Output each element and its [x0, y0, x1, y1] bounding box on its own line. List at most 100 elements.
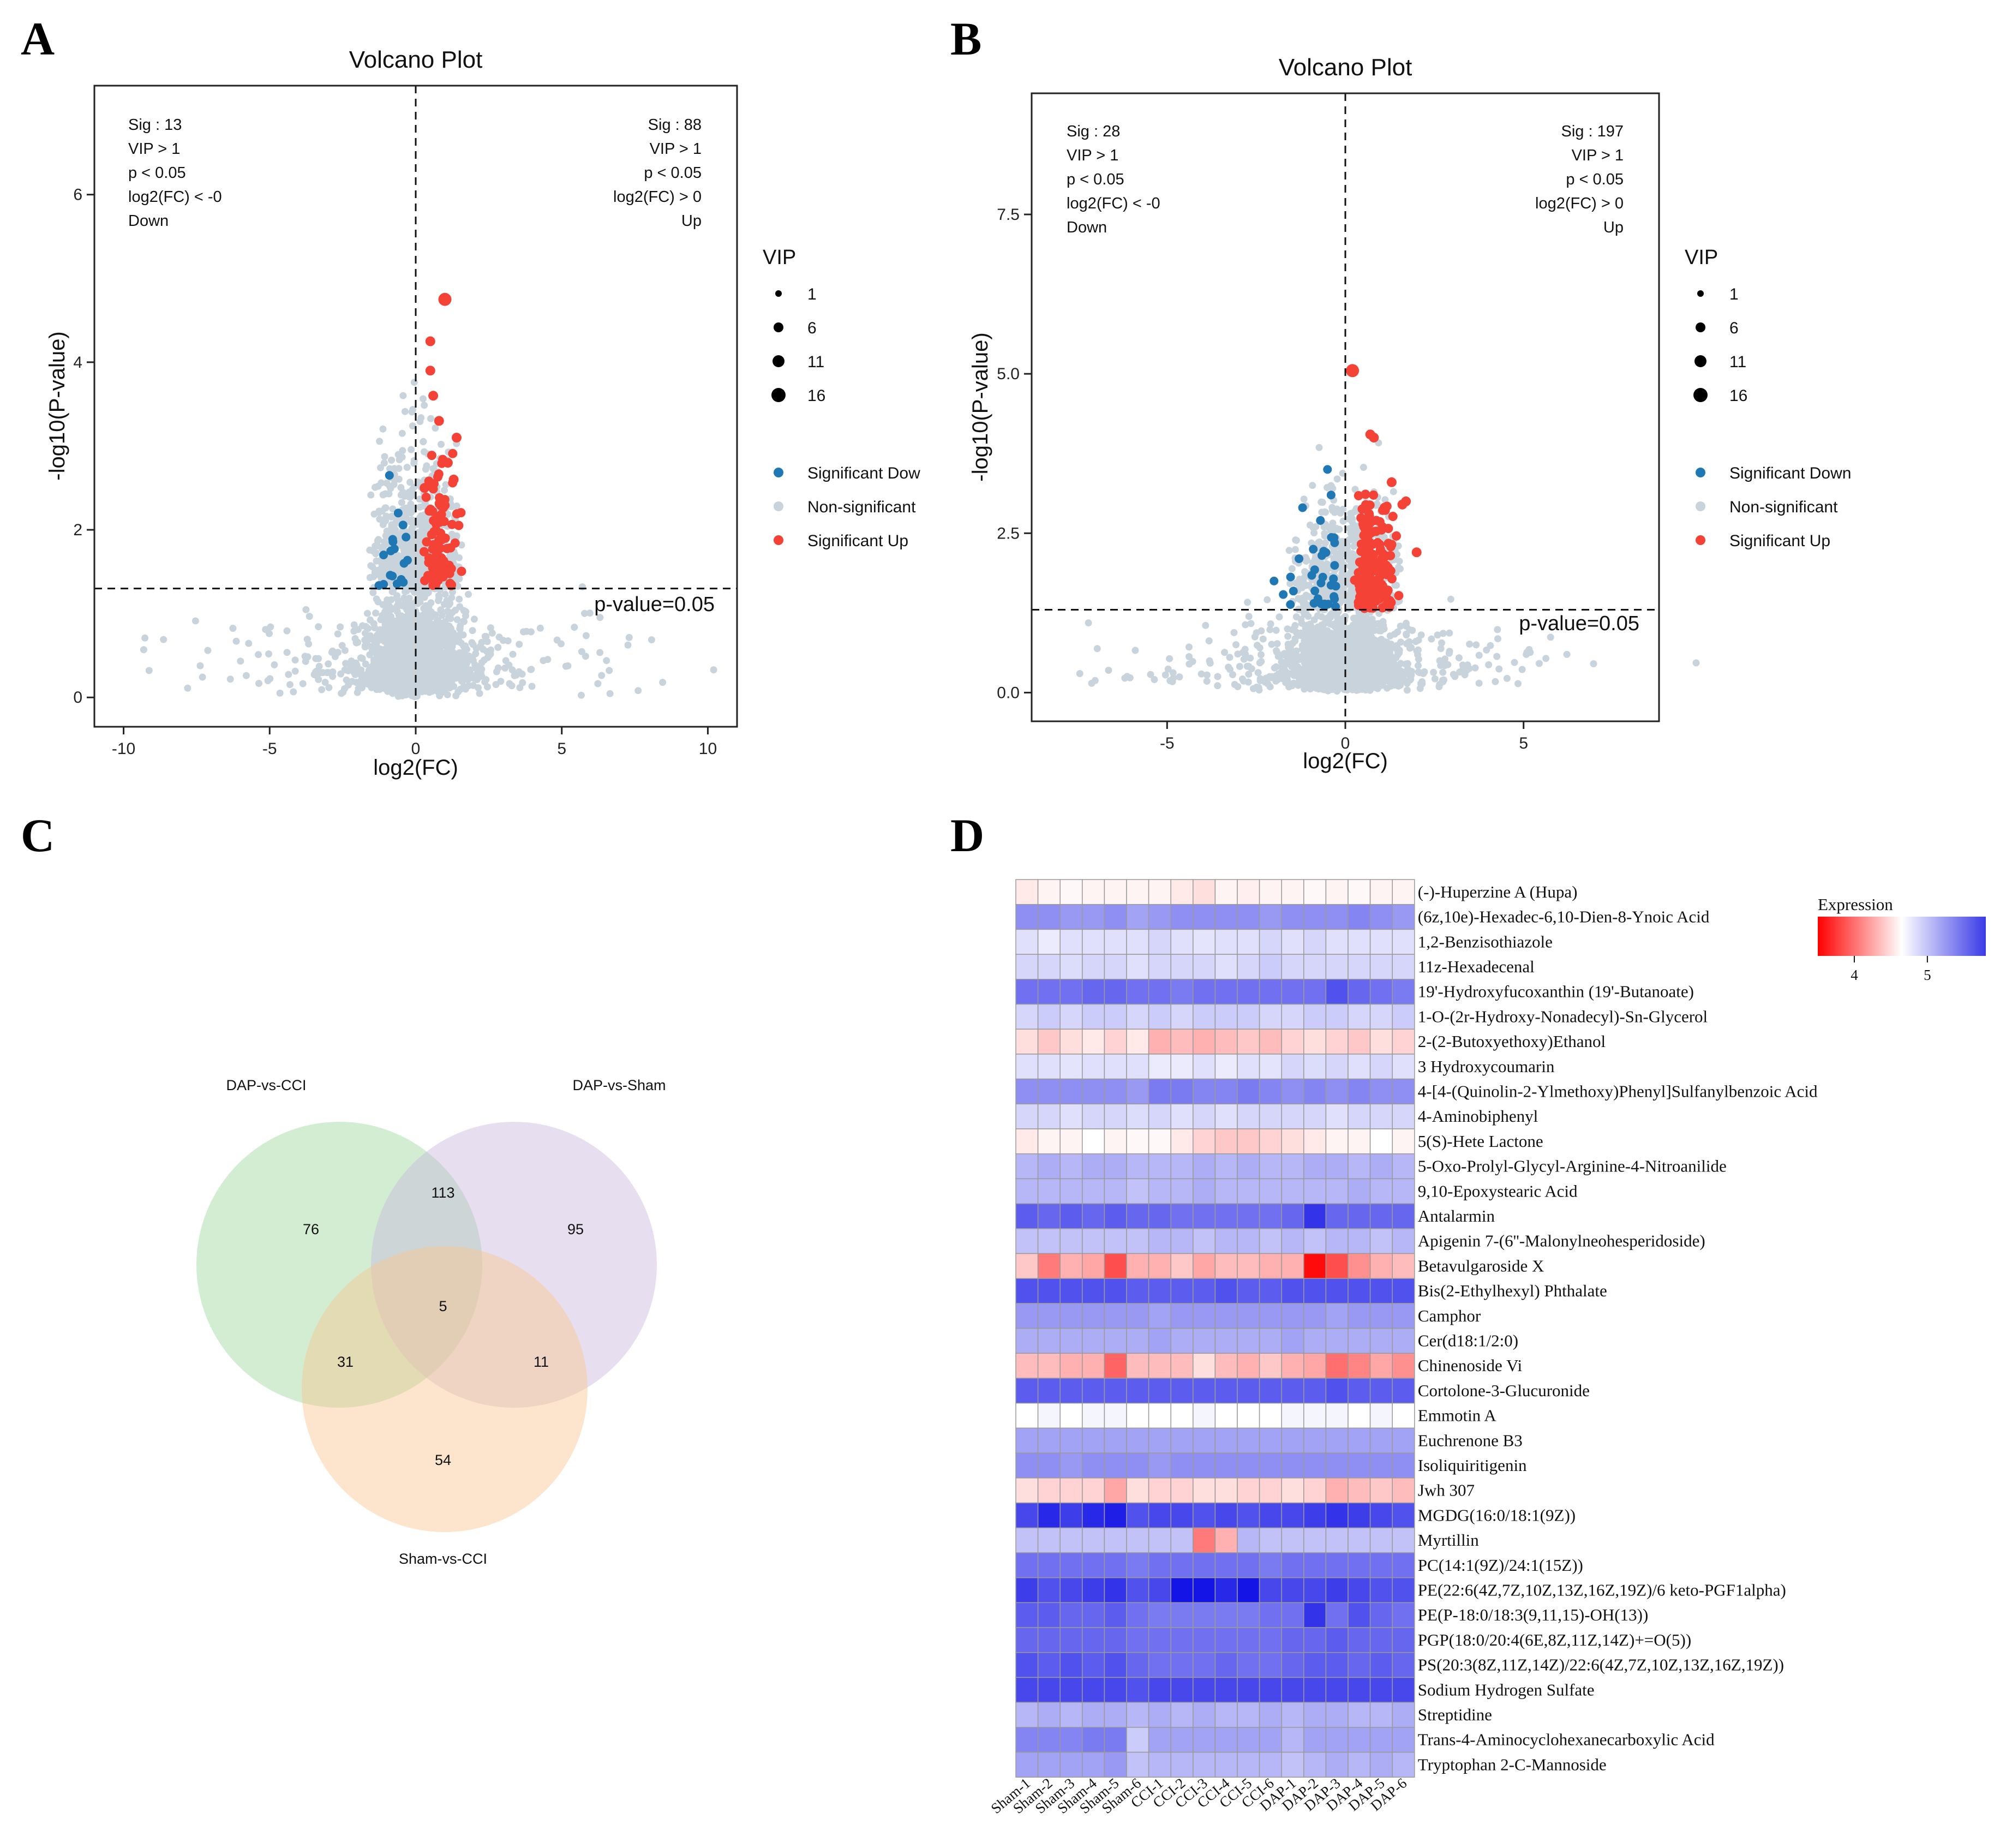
- point-nonsig: [1439, 630, 1447, 637]
- point-down: [399, 559, 409, 568]
- point-nonsig: [1420, 669, 1427, 677]
- point-nonsig: [367, 491, 375, 499]
- point-nonsig: [1231, 681, 1238, 688]
- point-nonsig: [354, 638, 362, 646]
- point-nonsig: [1221, 649, 1229, 656]
- point-nonsig: [1492, 678, 1499, 685]
- annotation-line: Sig : 88: [648, 116, 702, 134]
- point-nonsig: [1446, 648, 1453, 655]
- x-tick-label: -5: [262, 740, 277, 758]
- point-nonsig: [354, 689, 361, 696]
- point-nonsig: [625, 633, 633, 641]
- point-nonsig: [255, 680, 262, 687]
- point-nonsig: [528, 683, 536, 690]
- point-nonsig: [376, 684, 384, 692]
- point-nonsig: [596, 649, 604, 656]
- point-nonsig: [427, 682, 435, 690]
- point-nonsig: [301, 653, 309, 660]
- point-nonsig: [1285, 547, 1293, 554]
- point-nonsig: [290, 688, 297, 696]
- annotation-line: p < 0.05: [128, 164, 186, 182]
- point-nonsig: [1523, 649, 1531, 656]
- point-nonsig: [423, 625, 431, 633]
- point-nonsig: [441, 630, 449, 637]
- point-nonsig: [421, 448, 428, 456]
- point-nonsig: [1202, 621, 1209, 629]
- point-nonsig: [385, 685, 392, 693]
- point-nonsig: [255, 651, 262, 659]
- point-nonsig: [439, 683, 446, 691]
- point-nonsig: [369, 563, 376, 571]
- point-nonsig: [1503, 674, 1511, 682]
- point-nonsig: [1091, 677, 1099, 684]
- point-nonsig: [441, 601, 448, 608]
- point-nonsig: [276, 689, 284, 697]
- point-nonsig: [420, 395, 427, 403]
- point-nonsig: [372, 483, 379, 491]
- point-nonsig: [379, 521, 387, 528]
- legend-vip-dot: [773, 355, 785, 367]
- annotation-line: log2(FC) > 0: [613, 188, 702, 206]
- point-nonsig: [1438, 639, 1445, 647]
- legend-vip-label: 6: [807, 319, 817, 337]
- x-tick-label: 5: [557, 740, 566, 758]
- point-nonsig: [445, 622, 453, 630]
- point-up: [419, 547, 429, 557]
- legend-vip-label: 1: [807, 285, 817, 303]
- point-nonsig: [596, 614, 604, 621]
- annotation-line: VIP > 1: [128, 140, 180, 158]
- point-nonsig: [1357, 629, 1364, 637]
- annotation-line: Up: [681, 212, 702, 230]
- x-tick-label: 10: [699, 740, 717, 758]
- point-nonsig: [469, 655, 476, 662]
- point-nonsig: [387, 618, 394, 625]
- point-nonsig: [456, 631, 463, 639]
- point-nonsig: [476, 690, 483, 697]
- point-nonsig: [509, 650, 517, 658]
- point-nonsig: [1275, 670, 1283, 678]
- point-nonsig: [406, 493, 414, 501]
- point-nonsig: [594, 680, 602, 687]
- point-nonsig: [377, 464, 384, 471]
- point-up: [424, 506, 434, 516]
- point-nonsig: [544, 656, 552, 663]
- point-nonsig: [358, 655, 366, 662]
- point-nonsig: [1292, 647, 1300, 655]
- point-nonsig: [265, 650, 272, 657]
- point-nonsig: [329, 673, 337, 680]
- point-nonsig: [1244, 599, 1252, 606]
- point-nonsig: [342, 647, 349, 654]
- point-down: [397, 576, 406, 585]
- point-nonsig: [376, 668, 384, 675]
- point-nonsig: [478, 659, 486, 666]
- point-nonsig: [445, 614, 453, 621]
- point-nonsig: [494, 664, 502, 672]
- point-nonsig: [428, 673, 435, 680]
- point-nonsig: [394, 552, 402, 559]
- point-nonsig: [1300, 495, 1308, 503]
- point-nonsig: [1205, 637, 1213, 645]
- point-nonsig: [408, 638, 416, 645]
- point-nonsig: [312, 672, 320, 679]
- point-nonsig: [1370, 627, 1378, 634]
- point-nonsig: [1400, 677, 1408, 684]
- point-nonsig: [342, 660, 349, 667]
- point-up: [448, 474, 459, 485]
- point-nonsig: [433, 665, 440, 672]
- annotation-line: Sig : 13: [128, 116, 182, 134]
- point-nonsig: [1292, 536, 1300, 544]
- point-up: [452, 433, 462, 443]
- point-nonsig: [1494, 635, 1501, 643]
- point-nonsig: [428, 608, 435, 616]
- point-nonsig: [299, 680, 307, 687]
- point-nonsig: [374, 598, 382, 606]
- point-nonsig: [1563, 650, 1571, 658]
- point-nonsig: [1085, 619, 1092, 627]
- point-up: [420, 576, 429, 585]
- point-nonsig: [380, 650, 387, 657]
- point-nonsig: [416, 418, 424, 425]
- y-axis-label-a: -log10(P-value): [45, 331, 69, 480]
- point-nonsig: [518, 671, 526, 678]
- point-nonsig: [315, 655, 322, 662]
- y-tick-label: 0: [73, 689, 82, 707]
